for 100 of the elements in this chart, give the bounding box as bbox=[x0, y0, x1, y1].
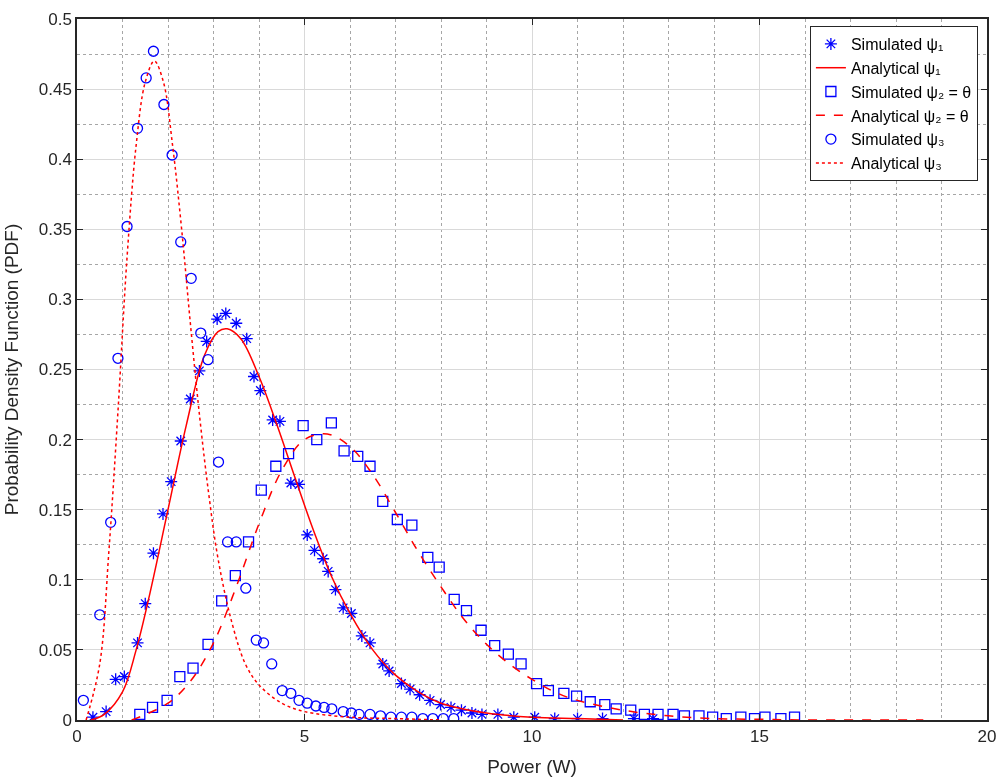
point bbox=[185, 272, 197, 285]
y-axis-title: Probability Density Function (PDF) bbox=[1, 223, 23, 516]
x-tick-label: 10 bbox=[522, 727, 542, 747]
point bbox=[212, 456, 225, 468]
point bbox=[444, 700, 458, 715]
legend-label: Simulated ψ₁ bbox=[850, 36, 944, 54]
point bbox=[134, 708, 146, 720]
point bbox=[293, 694, 305, 707]
point bbox=[221, 536, 234, 548]
point bbox=[364, 460, 376, 472]
point bbox=[406, 711, 418, 720]
point bbox=[229, 569, 241, 582]
point bbox=[502, 648, 514, 660]
point bbox=[355, 629, 369, 643]
point bbox=[433, 561, 445, 573]
point bbox=[391, 513, 403, 526]
y-tick-label: 0.35 bbox=[38, 220, 72, 240]
y-tick-label: 0.4 bbox=[48, 150, 72, 170]
point bbox=[403, 682, 417, 696]
point bbox=[693, 710, 705, 720]
point bbox=[146, 546, 161, 560]
point bbox=[202, 638, 214, 650]
point bbox=[257, 637, 270, 649]
point bbox=[164, 475, 178, 489]
point bbox=[489, 640, 501, 652]
point bbox=[161, 694, 173, 707]
point bbox=[307, 543, 322, 558]
legend-label: Analytical ψ₂ = θ bbox=[850, 107, 969, 125]
point bbox=[195, 327, 207, 339]
point bbox=[610, 703, 622, 715]
point bbox=[353, 708, 365, 720]
point bbox=[345, 707, 358, 719]
point bbox=[140, 72, 152, 84]
point bbox=[117, 669, 131, 684]
y-tick-label: 0.2 bbox=[48, 430, 72, 450]
point bbox=[240, 582, 252, 594]
point bbox=[166, 149, 178, 161]
point bbox=[336, 601, 350, 615]
point bbox=[638, 708, 651, 720]
point bbox=[475, 707, 489, 720]
legend-label: Analytical ψ₃ bbox=[850, 155, 942, 173]
point bbox=[240, 332, 254, 346]
point bbox=[530, 677, 543, 690]
point bbox=[121, 220, 133, 233]
point bbox=[276, 684, 288, 697]
point bbox=[460, 604, 473, 617]
x-axis-title: Power (W) bbox=[487, 756, 577, 778]
point bbox=[285, 687, 297, 700]
point bbox=[667, 708, 679, 720]
y-tick-label: 0.3 bbox=[48, 290, 72, 310]
point bbox=[250, 634, 262, 646]
point bbox=[77, 694, 90, 707]
point bbox=[200, 334, 214, 349]
point bbox=[284, 476, 298, 490]
point bbox=[175, 236, 187, 248]
point bbox=[297, 419, 309, 432]
point bbox=[364, 708, 376, 720]
point bbox=[242, 536, 255, 548]
point bbox=[318, 701, 330, 714]
point bbox=[337, 705, 349, 718]
x-tick-label: 5 bbox=[299, 727, 310, 747]
point bbox=[325, 417, 337, 429]
point bbox=[515, 658, 527, 670]
legend-label: Simulated ψ₃ bbox=[850, 131, 945, 149]
point bbox=[99, 704, 113, 719]
point bbox=[156, 507, 170, 521]
point bbox=[146, 701, 159, 714]
point bbox=[94, 609, 106, 621]
point bbox=[158, 98, 170, 111]
point bbox=[311, 433, 323, 446]
point bbox=[352, 450, 364, 463]
point bbox=[138, 596, 152, 611]
x-tick-label: 20 bbox=[977, 727, 997, 747]
point bbox=[491, 707, 505, 720]
point bbox=[253, 383, 268, 398]
point bbox=[310, 700, 322, 712]
point bbox=[300, 528, 314, 542]
point bbox=[202, 354, 214, 366]
y-tick-label: 0.05 bbox=[38, 640, 72, 660]
point bbox=[423, 693, 437, 708]
point bbox=[394, 676, 409, 691]
point bbox=[374, 710, 387, 720]
y-tick-label: 0.1 bbox=[48, 570, 72, 590]
point bbox=[301, 697, 313, 709]
point bbox=[112, 352, 124, 364]
point bbox=[448, 593, 460, 606]
point bbox=[229, 316, 243, 330]
point bbox=[570, 690, 583, 702]
point bbox=[326, 703, 338, 715]
point bbox=[406, 519, 418, 531]
point bbox=[183, 392, 197, 406]
point bbox=[147, 45, 160, 57]
point bbox=[105, 516, 117, 528]
y-tick-label: 0.45 bbox=[38, 80, 72, 100]
legend-label: Analytical ψ₁ bbox=[850, 59, 941, 77]
point bbox=[174, 434, 188, 448]
point bbox=[292, 477, 306, 492]
point bbox=[412, 688, 427, 702]
point bbox=[192, 364, 207, 378]
point bbox=[316, 552, 330, 566]
